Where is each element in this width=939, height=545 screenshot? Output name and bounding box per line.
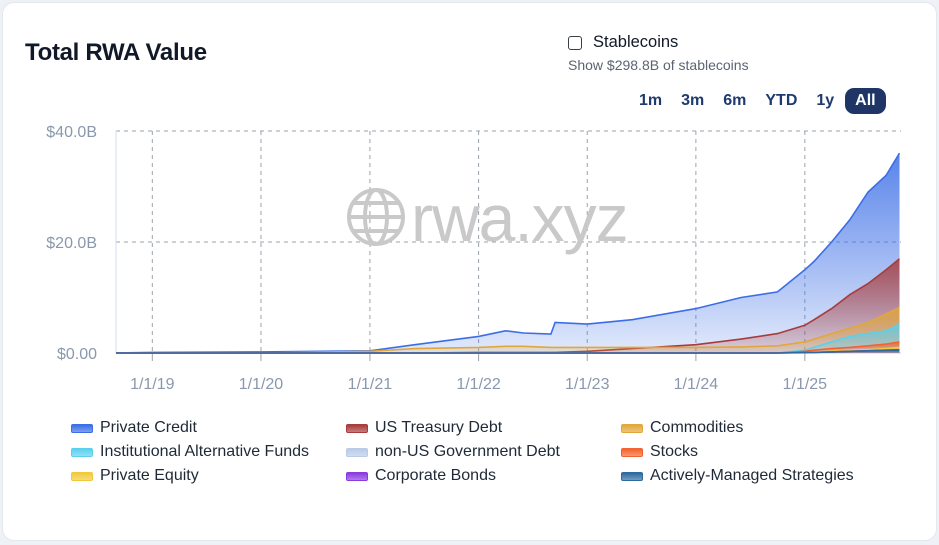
stablecoins-subtext: Show $298.8B of stablecoins: [568, 57, 749, 73]
x-tick-label: 1/1/22: [456, 376, 501, 393]
legend-item[interactable]: Commodities: [621, 419, 743, 437]
legend-label: Institutional Alternative Funds: [100, 443, 310, 460]
range-button-ytd[interactable]: YTD: [765, 92, 798, 109]
legend-item[interactable]: Institutional Alternative Funds: [71, 443, 309, 461]
x-tick-label: 1/1/24: [674, 376, 719, 393]
legend-label: Actively-Managed Strategies: [650, 467, 854, 484]
legend-swatch: [621, 447, 643, 457]
line-commodities: [116, 306, 900, 354]
range-button-1y[interactable]: 1y: [816, 92, 835, 109]
legend-swatch: [346, 471, 368, 481]
legend-swatch: [71, 447, 93, 457]
legend-label: Stocks: [650, 443, 699, 460]
legend-swatch: [71, 423, 93, 433]
legend-item[interactable]: Actively-Managed Strategies: [621, 467, 854, 485]
legend-label: Commodities: [650, 419, 744, 436]
legend-item[interactable]: Private Equity: [71, 467, 199, 485]
x-tick-label: 1/1/23: [565, 376, 610, 393]
y-tick-label: $0.00: [57, 346, 97, 363]
watermark-logo: [347, 188, 405, 246]
watermark-text: rwa.xyz: [411, 181, 628, 255]
stablecoins-label: Stablecoins: [593, 33, 679, 51]
range-button-6m[interactable]: 6m: [723, 92, 747, 109]
time-range-selector: 1m 3m 6m YTD 1y All: [631, 88, 889, 114]
y-tick-label: $40.0B: [46, 124, 97, 141]
legend-label: Private Credit: [100, 419, 197, 436]
legend-item[interactable]: US Treasury Debt: [346, 419, 502, 437]
legend-swatch: [621, 471, 643, 481]
legend-label: Corporate Bonds: [375, 467, 496, 484]
line-actively-managed-strategies: [116, 349, 900, 354]
line-private-credit: [115, 152, 901, 354]
stablecoins-checkbox[interactable]: [568, 36, 582, 50]
rwa-value-chart: $40.0B $20.0B $0.00 1/1/19 1/1/20 1/1/21 1/1/2…: [46, 124, 901, 393]
range-button-all[interactable]: All: [845, 88, 886, 114]
legend-item[interactable]: Private Credit: [71, 419, 197, 437]
range-button-1m[interactable]: 1m: [639, 92, 663, 109]
x-tick-label: 1/1/25: [783, 376, 828, 393]
x-tick-label: 1/1/21: [348, 376, 393, 393]
legend-swatch: [621, 423, 643, 433]
legend-label: US Treasury Debt: [375, 419, 503, 436]
y-tick-label: $20.0B: [46, 235, 97, 252]
legend-item[interactable]: non-US Government Debt: [346, 443, 560, 461]
legend-swatch: [71, 471, 93, 481]
chart-title: Total RWA Value: [25, 39, 207, 66]
x-tick-label: 1/1/19: [130, 376, 175, 393]
range-button-3m[interactable]: 3m: [681, 92, 705, 109]
legend-label: non-US Government Debt: [375, 443, 560, 460]
legend-swatch: [346, 447, 368, 457]
legend-item[interactable]: Stocks: [621, 443, 698, 461]
legend-item[interactable]: Corporate Bonds: [346, 467, 496, 485]
legend-label: Private Equity: [100, 467, 199, 484]
legend-swatch: [346, 423, 368, 433]
x-tick-label: 1/1/20: [239, 376, 284, 393]
